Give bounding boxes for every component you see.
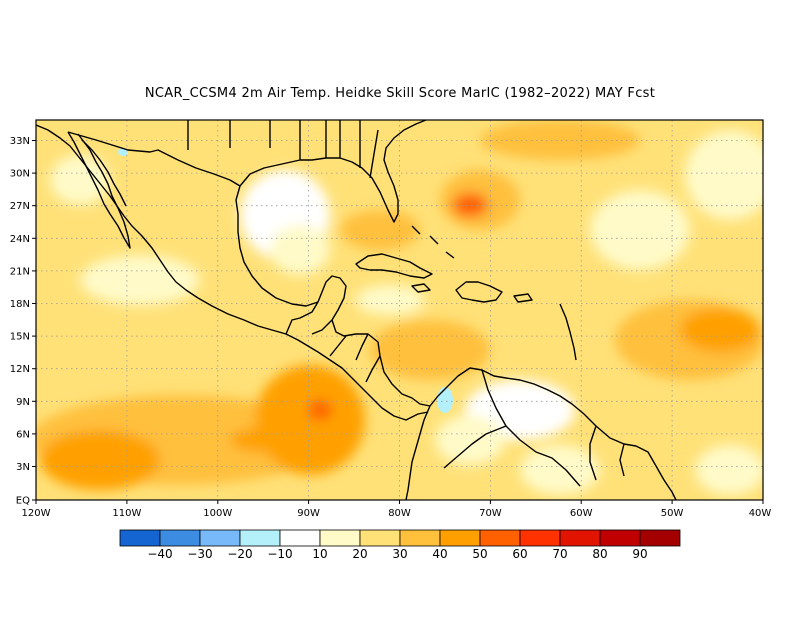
colorbar-label: −40	[147, 547, 172, 561]
colorbar-label: 10	[312, 547, 327, 561]
colorbar-swatch	[279, 529, 321, 547]
lat-label: 30N	[10, 169, 30, 180]
cool-spot	[437, 387, 453, 413]
lat-label: 12N	[10, 364, 30, 375]
colorbar-swatch	[359, 529, 401, 547]
us-gulf-coast	[300, 120, 427, 223]
cuba	[355, 253, 433, 279]
lat-label: 15N	[10, 332, 30, 343]
colorbar-swatch	[559, 529, 601, 547]
lon-label: 70W	[479, 508, 502, 519]
gulf-coast-west	[235, 159, 319, 307]
colorbar-swatch	[319, 529, 361, 547]
colorbar-swatch	[599, 529, 641, 547]
map-plot-area	[36, 120, 763, 500]
colorbar-label: 90	[632, 547, 647, 561]
us-state-borders	[187, 120, 379, 179]
colorbar-swatch	[119, 529, 161, 547]
colorbar-swatch	[479, 529, 521, 547]
hispaniola	[455, 281, 503, 303]
mexico-guatemala-border	[285, 301, 319, 335]
lat-label: EQ	[16, 496, 30, 507]
shading-blobs	[36, 120, 763, 495]
lat-label: 21N	[10, 266, 30, 277]
colorbar-label: −30	[187, 547, 212, 561]
coastlines	[36, 120, 677, 500]
colorbar-label: 50	[472, 547, 487, 561]
colorbar-swatch	[639, 529, 681, 547]
map-grid	[36, 120, 763, 500]
lon-label: 90W	[297, 508, 320, 519]
colorbar-swatch	[439, 529, 481, 547]
bahamas	[411, 225, 455, 259]
colorbar-swatch	[399, 529, 441, 547]
colorbar-label: 20	[352, 547, 367, 561]
south-america-borders	[443, 369, 625, 487]
lat-label: 3N	[16, 462, 30, 473]
baja-california	[67, 131, 131, 249]
gulf-california-coast	[81, 139, 127, 207]
colorbar-label: 30	[392, 547, 407, 561]
colorbar-swatch	[159, 529, 201, 547]
lon-label: 100W	[203, 508, 232, 519]
lon-label: 120W	[22, 508, 51, 519]
jamaica	[411, 283, 431, 293]
lon-label: 50W	[661, 508, 684, 519]
colorbar-label: 80	[592, 547, 607, 561]
puerto-rico	[513, 293, 533, 303]
latitude-labels: 33N 30N 27N 24N 21N 18N 15N 12N 9N 6N 3N…	[10, 136, 30, 507]
central-america-borders	[311, 319, 381, 383]
colorbar-label: −20	[227, 547, 252, 561]
lat-label: 33N	[10, 136, 30, 147]
colorbar-swatch	[239, 529, 281, 547]
colorbar: −40 −30 −20 −10 10 20 30 40 50 60 70 80 …	[119, 529, 681, 561]
yucatan	[317, 275, 347, 321]
pacific-coast	[36, 124, 429, 421]
lesser-antilles	[559, 303, 577, 361]
south-america-coast	[429, 367, 677, 500]
cool-spot	[118, 148, 128, 156]
colorbar-label: −10	[267, 547, 292, 561]
axis-ticks	[32, 140, 764, 504]
colorbar-label: 70	[552, 547, 567, 561]
lon-label: 60W	[570, 508, 593, 519]
colorbar-swatch	[199, 529, 241, 547]
colorbar-label: 40	[432, 547, 447, 561]
longitude-labels: 120W 110W 100W 90W 80W 70W 60W 50W 40W	[22, 508, 772, 519]
lat-label: 24N	[10, 234, 30, 245]
lon-label: 40W	[749, 508, 772, 519]
lon-label: 110W	[112, 508, 141, 519]
map-title: NCAR_CCSM4 2m Air Temp. Heidke Skill Sco…	[144, 86, 656, 101]
colorbar-swatch	[519, 529, 561, 547]
lon-label: 80W	[388, 508, 411, 519]
lat-label: 18N	[10, 299, 30, 310]
south-america-west	[405, 405, 431, 500]
lat-label: 27N	[10, 201, 30, 212]
lat-label: 9N	[16, 397, 30, 408]
colorbar-label: 60	[512, 547, 527, 561]
lat-label: 6N	[16, 429, 30, 440]
us-mexico-border	[67, 131, 241, 187]
